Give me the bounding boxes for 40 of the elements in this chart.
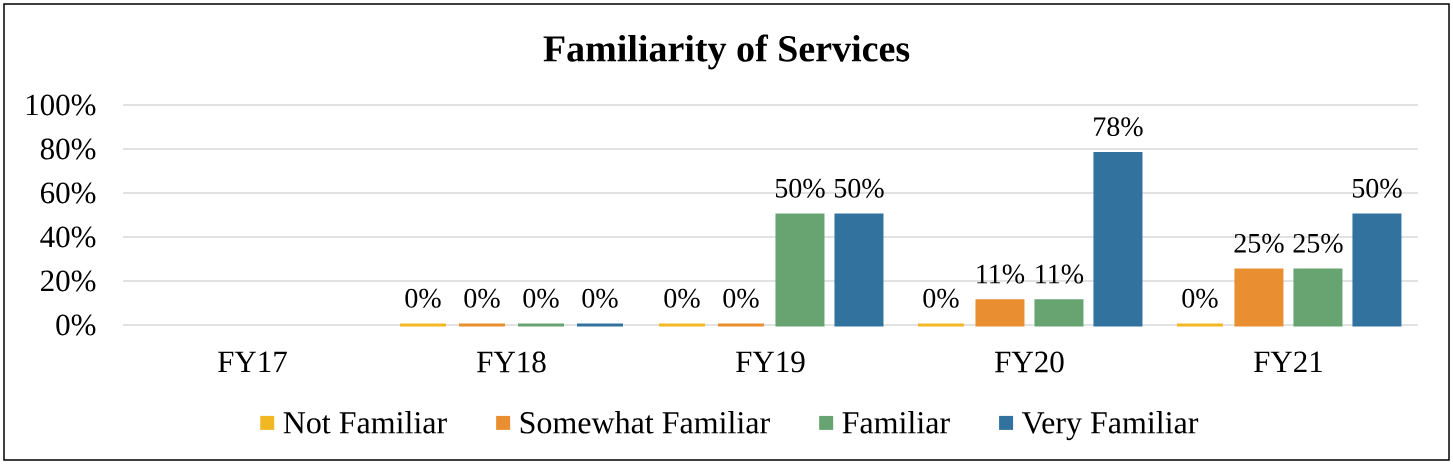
bar (975, 299, 1025, 327)
y-tick-label: 40% (40, 226, 96, 248)
data-label: 0% (723, 288, 759, 308)
bar (834, 213, 884, 327)
bar (1234, 268, 1284, 327)
y-tick-label: 80% (40, 138, 96, 160)
data-label: 0% (923, 288, 959, 308)
bar (775, 213, 825, 327)
legend-label: Very Familiar (1021, 411, 1199, 441)
data-label: 0% (405, 288, 441, 308)
data-label: 50% (834, 178, 884, 198)
legend-label: Somewhat Familiar (520, 411, 770, 434)
bar (1293, 268, 1343, 327)
data-label: 0% (1182, 288, 1218, 308)
bar (1352, 213, 1402, 327)
x-tick-label: FY17 (218, 351, 287, 372)
y-tick-label: 0% (56, 314, 96, 336)
data-label: 11% (1036, 264, 1084, 284)
data-label: 0% (523, 288, 559, 308)
data-label: 25% (1234, 233, 1284, 253)
bar (1034, 299, 1084, 327)
data-label: 25% (1293, 233, 1343, 253)
chart-title: Familiarity of Services (543, 34, 910, 70)
bar (1093, 151, 1143, 327)
data-label: 50% (1352, 178, 1402, 198)
data-label: 50% (775, 178, 825, 198)
data-label: 0% (464, 288, 500, 308)
legend-label: Not Familiar (283, 411, 447, 434)
data-label: 11% (977, 264, 1025, 284)
x-tick-label: FY20 (995, 351, 1064, 373)
legend-label: Familiar (842, 411, 950, 434)
x-tick-label: FY18 (477, 351, 546, 373)
data-label: 0% (664, 288, 700, 308)
x-tick-label: FY19 (736, 351, 805, 373)
data-label: 78% (1094, 117, 1143, 137)
y-tick-label: 60% (40, 182, 96, 204)
y-tick-label: 20% (41, 270, 96, 292)
data-label: 0% (582, 288, 618, 308)
x-tick-label: FY21 (1254, 351, 1322, 373)
y-tick-label: 100% (26, 94, 96, 116)
